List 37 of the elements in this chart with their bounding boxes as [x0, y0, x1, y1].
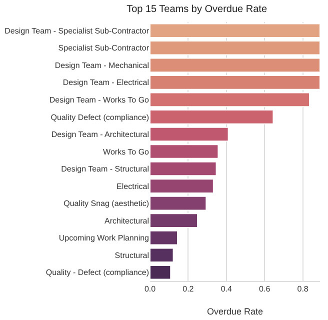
- x-tick-label: 0.6: [259, 284, 271, 294]
- y-tick-label: Design Team - Structural: [61, 164, 150, 174]
- x-tick-label: 0.0: [144, 284, 156, 294]
- bar: [150, 161, 217, 176]
- x-tick-label: 0.2: [182, 284, 194, 294]
- bar: [150, 58, 320, 73]
- bar: [150, 110, 274, 124]
- y-tick-label: Electrical: [116, 182, 150, 191]
- y-tick-label: Architectural: [104, 216, 150, 226]
- y-tick-label: Works To Go: [103, 147, 150, 156]
- bar: [150, 144, 219, 159]
- y-tick-label: Design Team - Electrical: [62, 78, 150, 88]
- chart-title: Top 15 Teams by Overdue Rate: [126, 4, 268, 15]
- bar: [150, 196, 207, 211]
- bar: [150, 178, 214, 194]
- bar: [150, 126, 229, 142]
- bar: [150, 230, 178, 246]
- bar: [150, 92, 310, 108]
- y-tick-label: Structural: [114, 250, 150, 260]
- y-tick-label: Design Team - Works To Go: [49, 96, 150, 104]
- bar: [150, 264, 172, 280]
- y-tick-label: Quality Defect (compliance): [50, 112, 150, 122]
- bar: [150, 23, 320, 38]
- y-tick-label: Specialist Sub-Contractor: [58, 44, 150, 53]
- y-tick-label: Quality Snag (aesthetic): [64, 199, 150, 208]
- bar: [150, 248, 174, 263]
- bar: [150, 75, 320, 90]
- y-tick-label: Design Team - Mechanical: [54, 60, 150, 70]
- y-tick-label: Design Team - Specialist Sub-Contractor: [4, 26, 150, 36]
- bar: [150, 40, 320, 56]
- x-tick-label: 0.8: [297, 284, 309, 294]
- y-tick-label: Upcoming Work Planning: [58, 234, 149, 243]
- x-axis-title: Overdue Rate: [206, 306, 264, 316]
- y-tick-label: Design Team - Architectural: [51, 130, 150, 140]
- y-tick-label: Quality - Defect (compliance): [46, 268, 150, 278]
- bar: [150, 213, 198, 228]
- x-tick-label: 0.4: [220, 284, 233, 294]
